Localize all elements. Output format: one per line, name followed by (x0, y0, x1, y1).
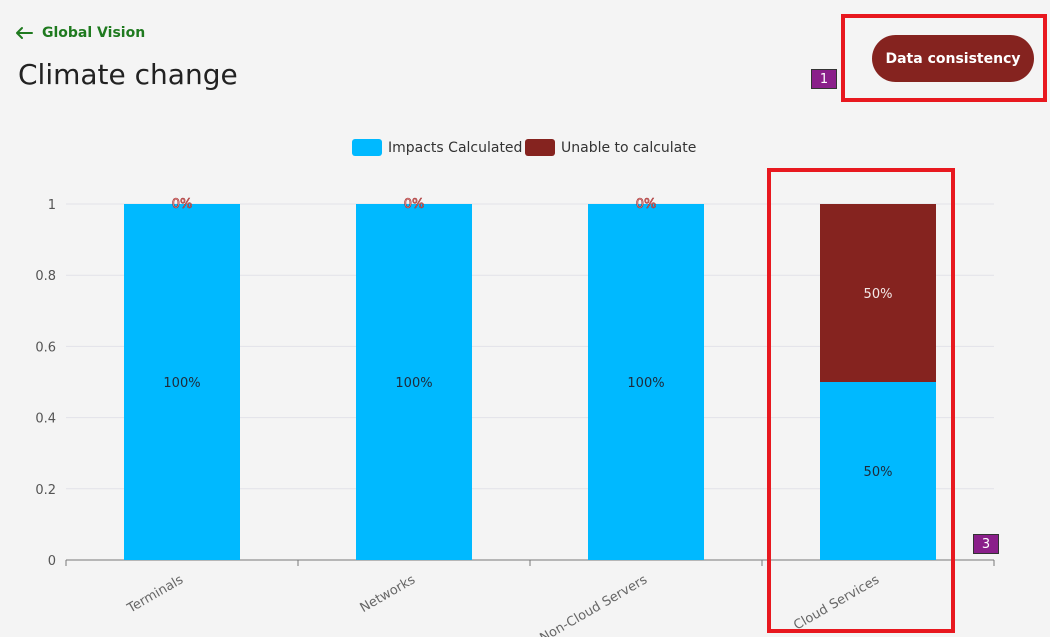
arrow-left-icon (16, 27, 33, 39)
data-label: 0% (636, 197, 657, 212)
data-consistency-button[interactable]: Data consistency (872, 35, 1034, 82)
y-tick-label: 0.6 (35, 340, 56, 355)
legend-label: Impacts Calculated (388, 140, 522, 156)
data-label: 50% (864, 465, 893, 480)
data-label: 100% (163, 376, 200, 391)
data-label: 100% (395, 376, 432, 391)
marker-1: 1 (811, 69, 837, 89)
data-label: 50% (864, 287, 893, 302)
legend-label: Unable to calculate (561, 140, 696, 156)
legend-swatch (525, 139, 555, 156)
legend-swatch (352, 139, 382, 156)
x-tick-label: Networks (358, 572, 419, 616)
x-tick-label: Non-Cloud Servers (537, 572, 650, 637)
data-label: 0% (172, 197, 193, 212)
x-tick-label: Terminals (124, 572, 186, 616)
bar-calculated (588, 204, 704, 560)
bar-calculated (124, 204, 240, 560)
page-title: Climate change (18, 58, 238, 91)
y-tick-label: 0.2 (35, 483, 56, 498)
y-tick-label: 1 (48, 198, 56, 213)
bar-calculated (820, 382, 936, 560)
back-link-label: Global Vision (42, 25, 146, 41)
marker-3: 3 (973, 534, 999, 554)
back-link[interactable]: Global Vision (14, 25, 145, 41)
data-label: 0% (404, 197, 425, 212)
highlight-box-1 (841, 14, 1047, 102)
y-tick-label: 0.8 (35, 269, 56, 284)
data-label: 100% (627, 376, 664, 391)
y-tick-label: 0.4 (35, 412, 56, 427)
bar-unable (820, 204, 936, 382)
bar-calculated (356, 204, 472, 560)
highlight-box-3 (767, 168, 955, 633)
y-tick-label: 0 (48, 554, 56, 569)
